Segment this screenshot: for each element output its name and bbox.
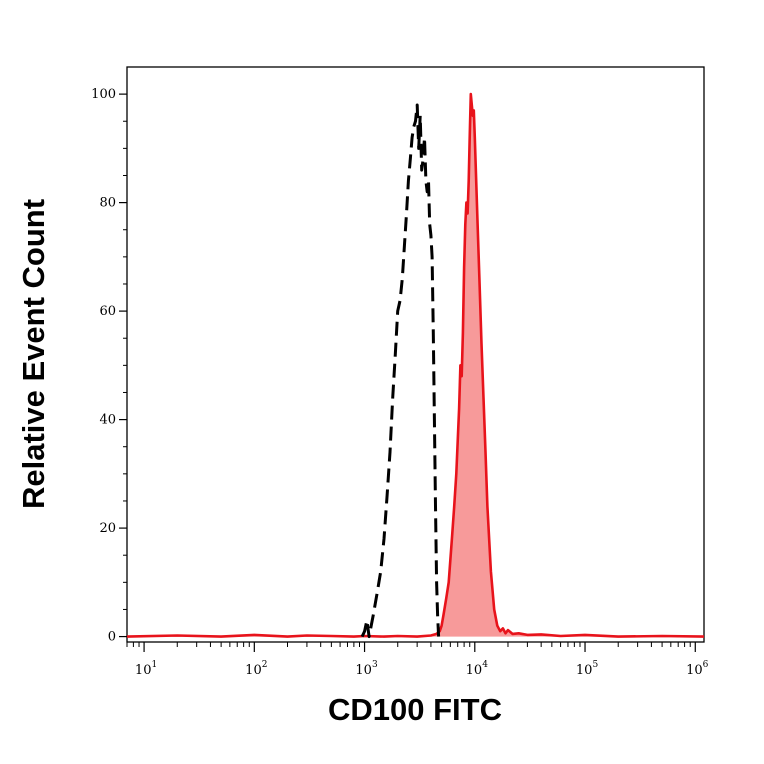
x-tick-base: 10 — [135, 663, 152, 678]
series-layer — [126, 92, 705, 639]
x-minor-ticks — [126, 642, 691, 647]
x-tick-exponent: 5 — [592, 660, 598, 670]
y-tick-label: 40 — [99, 413, 116, 428]
x-tick-exponent: 4 — [482, 660, 488, 670]
y-tick-label: 80 — [99, 196, 116, 211]
plot-frame — [126, 66, 705, 643]
x-tick-label: 103 — [355, 660, 378, 678]
stained-sample-line — [126, 92, 705, 638]
y-tick-label: 60 — [99, 304, 116, 319]
x-tick-base: 10 — [466, 663, 483, 678]
y-axis-title: Relative Event Count — [16, 199, 51, 509]
y-minor-ticks — [123, 120, 127, 610]
x-tick-label: 105 — [576, 660, 599, 678]
x-major-ticks: 101 102 103 104 105 106 — [135, 642, 709, 678]
x-tick-base: 10 — [576, 663, 593, 678]
x-tick-exponent: 3 — [372, 660, 378, 670]
x-tick-label: 102 — [245, 660, 267, 678]
x-tick-base: 10 — [245, 663, 262, 678]
x-tick-exponent: 2 — [262, 660, 268, 670]
x-tick-label: 104 — [466, 660, 489, 678]
x-tick-label: 106 — [686, 660, 709, 678]
x-tick-base: 10 — [686, 663, 703, 678]
x-tick-label: 101 — [135, 660, 157, 678]
y-tick-label: 0 — [108, 630, 116, 645]
x-tick-exponent: 1 — [151, 660, 157, 670]
isotype-control-line — [360, 103, 441, 639]
x-tick-base: 10 — [355, 663, 372, 678]
series-area-fill — [127, 94, 704, 637]
y-tick-label: 20 — [99, 521, 116, 536]
x-axis-title: CD100 FITC — [328, 692, 502, 727]
y-tick-label: 100 — [91, 87, 116, 102]
x-tick-exponent: 6 — [703, 660, 709, 670]
y-major-ticks: 0 20 40 60 80 100 — [91, 87, 127, 645]
